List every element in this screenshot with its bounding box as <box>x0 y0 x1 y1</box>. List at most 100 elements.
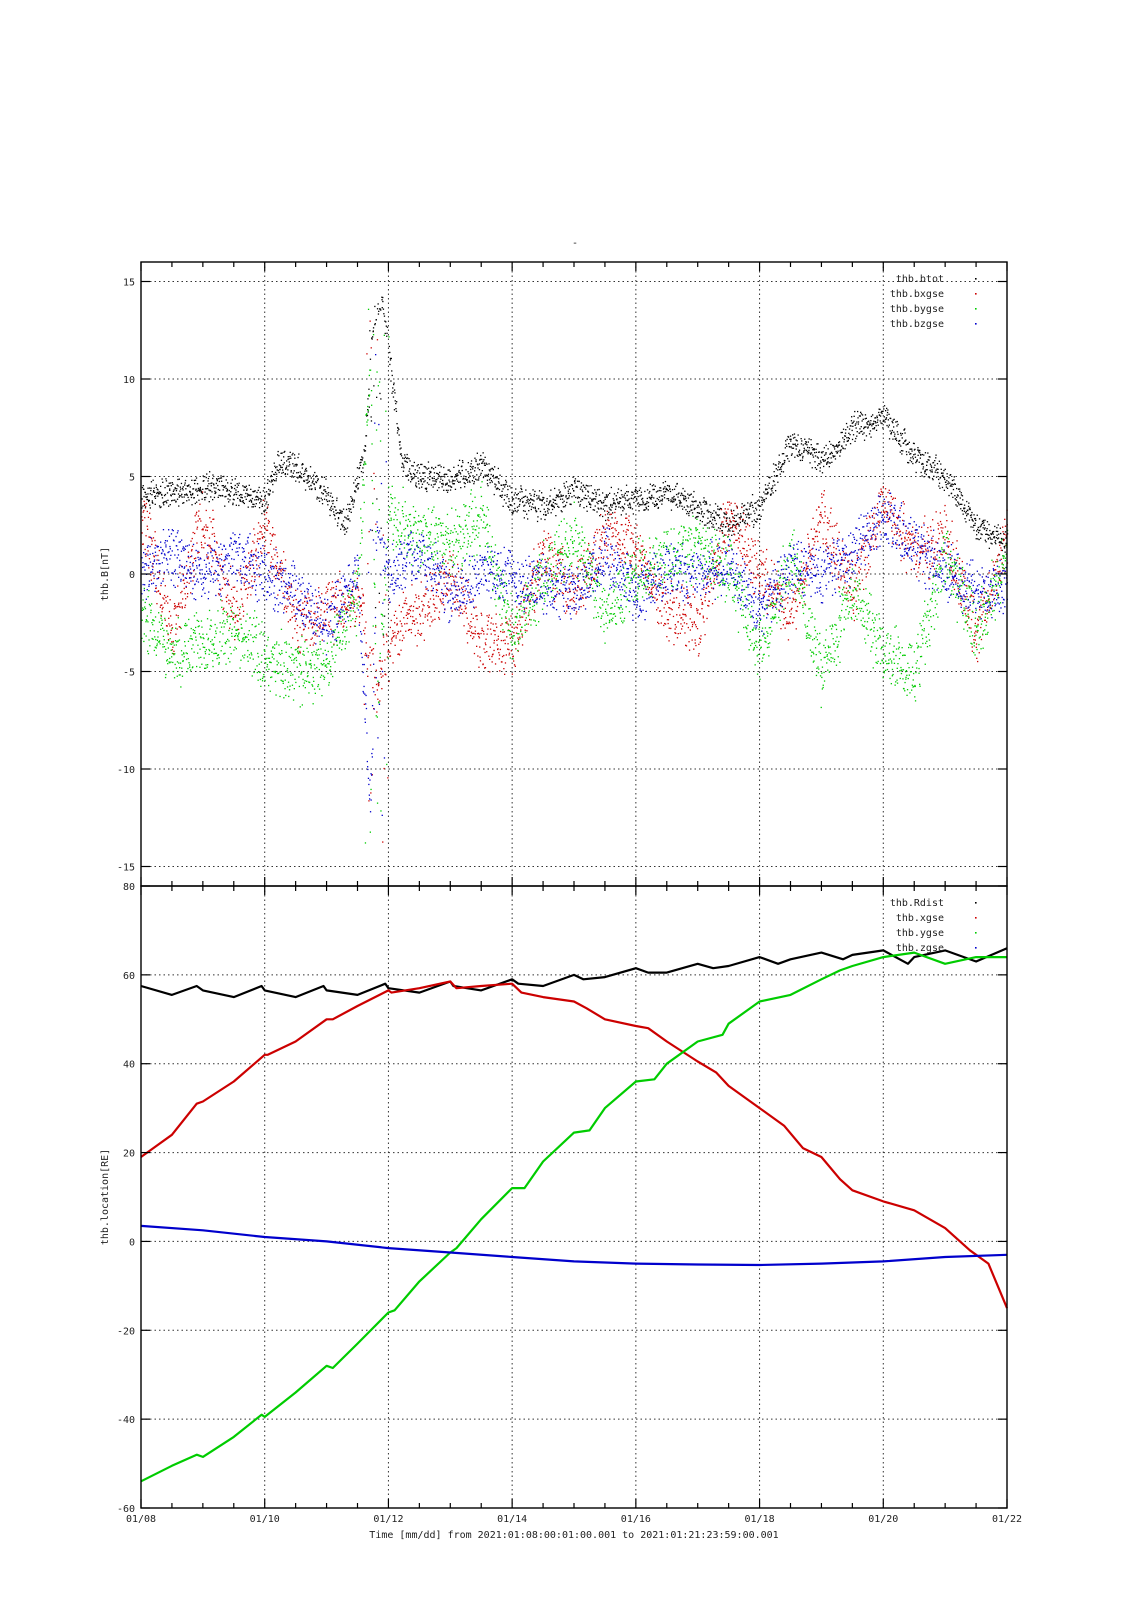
data-point <box>755 576 757 578</box>
data-point <box>334 611 336 613</box>
data-point <box>800 443 803 445</box>
data-point <box>288 586 290 588</box>
data-point <box>573 596 575 599</box>
data-point <box>207 556 210 558</box>
data-point <box>344 533 346 535</box>
data-point <box>154 497 157 499</box>
data-point <box>436 489 439 491</box>
data-point <box>670 509 673 511</box>
data-point <box>633 552 635 554</box>
data-point <box>533 609 535 612</box>
data-point <box>365 435 368 437</box>
data-point <box>810 553 812 555</box>
data-point <box>605 504 607 507</box>
data-point <box>480 632 482 635</box>
data-point <box>842 447 844 450</box>
data-point <box>839 553 841 556</box>
data-point <box>693 621 695 623</box>
data-point <box>949 482 951 484</box>
data-point <box>879 408 881 411</box>
data-point <box>690 606 692 608</box>
data-point <box>388 650 390 652</box>
data-point <box>224 486 226 488</box>
data-point <box>785 440 787 442</box>
data-point <box>631 494 633 496</box>
data-point <box>425 487 428 489</box>
data-point <box>181 607 183 609</box>
data-point <box>447 582 449 584</box>
data-point <box>532 489 534 491</box>
data-point <box>468 599 471 601</box>
data-point <box>367 398 369 400</box>
data-point <box>169 488 171 490</box>
data-point <box>424 614 427 616</box>
data-point <box>542 544 544 546</box>
data-point <box>505 479 507 482</box>
data-point <box>878 524 880 526</box>
data-point <box>456 599 458 601</box>
data-point <box>867 421 869 423</box>
data-point <box>241 603 244 605</box>
data-point <box>292 463 294 465</box>
data-point <box>277 469 279 472</box>
data-point <box>827 457 830 459</box>
data-point <box>584 497 586 500</box>
data-point <box>580 482 583 484</box>
data-point <box>213 572 216 574</box>
data-point <box>590 583 592 585</box>
data-point <box>354 620 356 623</box>
data-point <box>256 568 258 570</box>
data-point <box>566 605 568 607</box>
data-point <box>240 618 242 620</box>
data-point <box>365 642 367 644</box>
data-point <box>764 484 767 486</box>
data-point <box>386 656 389 658</box>
data-point <box>303 608 305 611</box>
data-point <box>574 478 577 480</box>
data-point <box>900 445 902 447</box>
data-point <box>720 525 722 527</box>
data-point <box>480 472 482 474</box>
data-point <box>432 619 434 621</box>
data-point <box>829 545 831 547</box>
data-point <box>278 464 281 466</box>
data-point <box>235 614 237 616</box>
data-point <box>437 477 439 479</box>
data-point <box>146 496 148 498</box>
data-point <box>229 600 232 602</box>
data-point <box>471 632 473 635</box>
data-point <box>669 599 671 601</box>
data-point <box>787 596 789 599</box>
data-point <box>864 569 866 571</box>
data-point <box>770 493 772 495</box>
data-point <box>203 547 205 549</box>
data-point <box>837 573 839 575</box>
data-point <box>172 646 174 648</box>
data-point <box>484 651 486 654</box>
data-point <box>300 475 302 478</box>
data-point <box>730 502 732 504</box>
data-point <box>357 589 360 591</box>
data-point <box>460 605 462 607</box>
data-point <box>518 643 520 645</box>
data-point <box>336 525 339 527</box>
data-point <box>787 602 789 604</box>
data-point <box>500 639 502 642</box>
data-point <box>906 539 908 541</box>
data-point <box>728 517 731 519</box>
data-point <box>163 598 165 600</box>
data-point <box>702 501 704 503</box>
data-point <box>939 487 941 489</box>
data-point <box>258 576 260 578</box>
data-point <box>923 545 925 547</box>
data-point <box>258 538 260 540</box>
data-point <box>272 527 274 529</box>
data-point <box>422 604 424 606</box>
data-point <box>254 576 256 578</box>
data-point <box>596 532 599 534</box>
data-point <box>521 488 523 491</box>
data-point <box>603 505 605 507</box>
data-point <box>692 623 694 626</box>
data-point <box>889 430 891 432</box>
data-point <box>479 474 482 476</box>
